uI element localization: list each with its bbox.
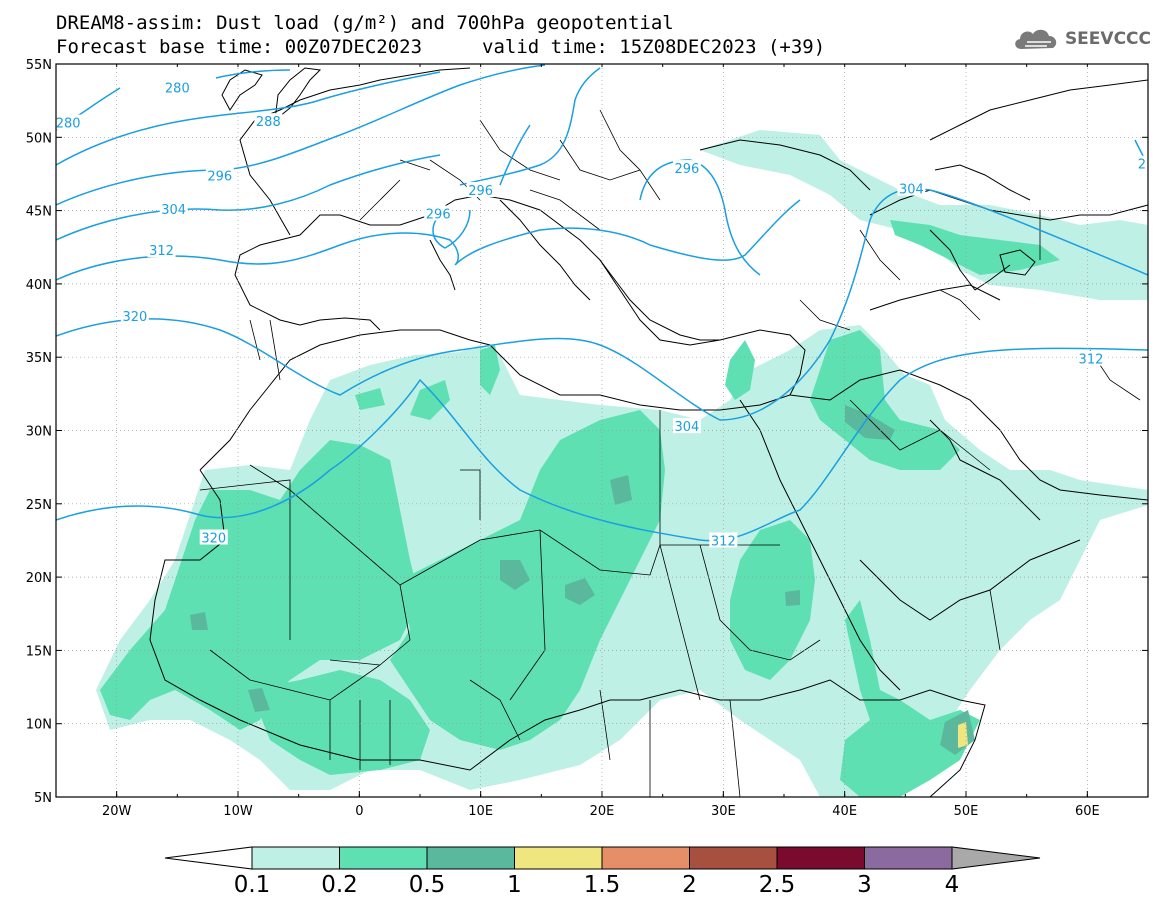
lon-tick-label: 60E: [1075, 804, 1100, 819]
contour-label-bg: [466, 182, 495, 198]
contour-label-bg: [120, 308, 149, 324]
contour-label: 280: [56, 117, 81, 132]
contour-label: 296: [675, 162, 700, 177]
colorbar-label: 1: [507, 872, 522, 898]
lat-tick-label: 25N: [26, 498, 52, 513]
contour-label-bg: [199, 529, 228, 545]
lon-tick-label: 30E: [711, 804, 736, 819]
contour-label: 2: [1138, 158, 1146, 173]
lon-tick-label: 20E: [590, 804, 615, 819]
colorbar-swatch: [864, 846, 953, 870]
seevccc-logo: SEEVCCC: [1011, 24, 1151, 54]
lat-tick-label: 45N: [26, 205, 52, 220]
colorbar-swatch: [251, 846, 340, 870]
lat-tick-label: 10N: [26, 718, 52, 733]
logo-text: SEEVCCC: [1064, 29, 1151, 49]
lat-tick-label: 30N: [26, 425, 52, 440]
colorbar-label: 2: [682, 872, 697, 898]
contour-label-bg: [672, 160, 701, 176]
contour-label: 320: [122, 310, 147, 325]
contour-label: 304: [675, 420, 700, 435]
cloud-icon: [1015, 29, 1057, 49]
map-title: DREAM8-assim: Dust load (g/m²) and 700hP…: [56, 12, 674, 34]
contour-label: 296: [468, 184, 493, 199]
lon-tick-label: 50E: [954, 804, 979, 819]
lon-tick-label: 10W: [223, 804, 253, 819]
contour-label-bg: [159, 201, 188, 217]
colorbar-label: 0.2: [321, 872, 358, 898]
contour-label-bg: [147, 242, 176, 258]
contour-label-bg: [163, 79, 192, 95]
contour-label: 280: [165, 81, 190, 96]
axis-ticks: 20W 10W 0 10E 20E 30E 40E 50E 60E 5N 10N 15N 20N 25N 3…: [26, 58, 1149, 819]
colorbar-label: 4: [944, 872, 960, 898]
colorbar-swatch: [339, 846, 428, 870]
contour-label: 312: [1079, 353, 1104, 368]
lat-tick-label: 55N: [26, 58, 52, 73]
contour-labels: 280 280 288 296 296 296 296 2 304 304 304 312 312 312…: [56, 79, 1148, 549]
lon-tick-label: 10E: [468, 804, 493, 819]
colorbar-swatch: [776, 846, 865, 870]
contour-label: 312: [149, 244, 174, 259]
contour-label-bg: [672, 418, 701, 434]
contour-label-bg: [1135, 155, 1148, 171]
dust-load-fill: [96, 130, 1148, 797]
colorbar-label: 2.5: [758, 872, 796, 898]
colorbar-label: 3: [857, 872, 872, 898]
contour-label-bg: [897, 180, 926, 196]
colorbar-low-triangle: [164, 846, 253, 870]
lat-tick-label: 35N: [26, 351, 52, 366]
contour-label: 296: [426, 208, 451, 223]
colorbar-high-triangle: [951, 846, 1041, 870]
contour-label: 312: [711, 534, 736, 549]
contour-label: 296: [207, 169, 232, 184]
lat-tick-label: 40N: [26, 278, 52, 293]
contour-label: 320: [201, 532, 226, 547]
lon-tick-label: 40E: [832, 804, 857, 819]
colorbar-label: 1.5: [583, 872, 621, 898]
contour-label-bg: [254, 113, 283, 129]
lat-tick-label: 15N: [26, 644, 52, 659]
coastlines-and-borders: [149, 67, 1148, 797]
lon-tick-label: 0: [355, 804, 363, 819]
lat-tick-label: 20N: [26, 571, 52, 586]
valid-time: valid time: 15Z08DEC2023 (+39): [482, 36, 826, 58]
colorbar: [164, 846, 1041, 870]
contour-label: 304: [899, 183, 924, 198]
lat-tick-label: 50N: [26, 131, 52, 146]
colorbar-swatch: [689, 846, 778, 870]
lat-tick-label: 5N: [34, 791, 52, 806]
colorbar-label: 0.1: [233, 872, 271, 898]
contour-label-bg: [56, 114, 83, 130]
contour-label: 304: [161, 203, 186, 218]
contour-label-bg: [205, 167, 234, 183]
contour-label-bg: [1076, 350, 1105, 366]
geopotential-contours: [56, 64, 1148, 542]
lon-tick-label: 20W: [102, 804, 132, 819]
contour-label-bg: [709, 532, 738, 548]
colorbar-label: 0.5: [408, 872, 446, 898]
forecast-base-time: Forecast base time: 00Z07DEC2023: [56, 36, 423, 58]
colorbar-swatch: [601, 846, 690, 870]
colorbar-swatch: [426, 846, 515, 870]
contour-label: 288: [256, 115, 281, 130]
colorbar-swatch: [514, 846, 603, 870]
contour-label-bg: [424, 205, 453, 221]
